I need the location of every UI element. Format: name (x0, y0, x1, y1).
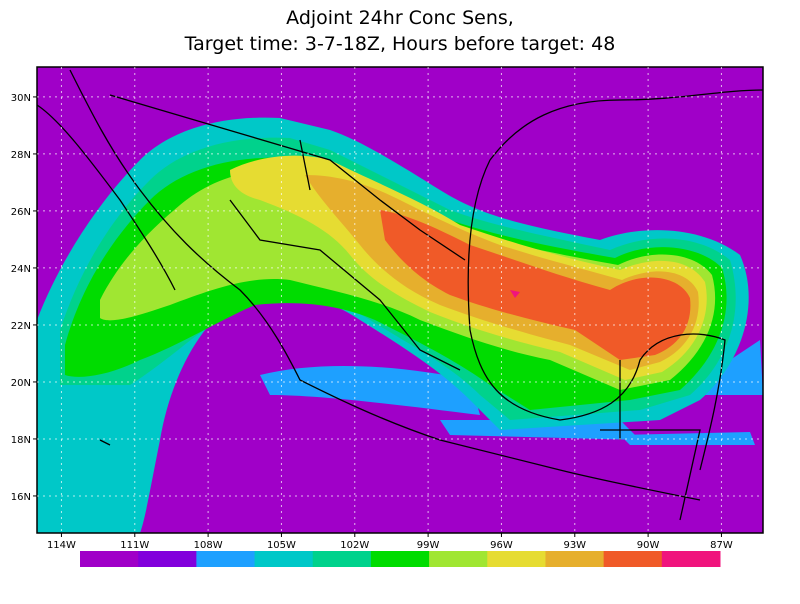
y-tick-label: 20N (11, 378, 31, 389)
colorbar-swatch (312, 551, 372, 567)
colorbar-swatch (661, 551, 721, 567)
border (109, 94, 701, 521)
colorbar-swatch (80, 551, 139, 567)
y-tick-label: 18N (11, 435, 31, 446)
map-frame (36, 66, 764, 534)
y-tick-label: 26N (11, 207, 31, 218)
x-tick-label: 96W (490, 540, 513, 551)
x-tick-label: 114W (47, 540, 76, 551)
colorbar-swatch (603, 551, 663, 567)
y-tick-label: 30N (11, 93, 31, 104)
colorbar-swatch (254, 551, 314, 567)
x-tick-label: 111W (120, 540, 149, 551)
colorbar-swatch (138, 551, 197, 567)
colorbar-swatch (196, 551, 256, 567)
x-tick-label: 99W (417, 540, 440, 551)
coastline (37, 69, 763, 501)
y-tick-label: 16N (11, 492, 31, 503)
y-tick-label: 22N (11, 321, 31, 332)
x-tick-label: 87W (710, 540, 733, 551)
title-line: Adjoint 24hr Conc Sens, (286, 7, 514, 29)
contour-red (380, 210, 691, 360)
x-tick-label: 105W (267, 540, 296, 551)
x-tick-label: 90W (637, 540, 660, 551)
colorbar-swatch (370, 551, 430, 567)
x-tick-label: 102W (340, 540, 369, 551)
contour-magenta (510, 290, 520, 298)
y-tick-label: 28N (11, 150, 31, 161)
title-line: Target time: 3-7-18Z, Hours before targe… (184, 33, 616, 55)
colorbar-swatch (487, 551, 546, 567)
colorbar-swatch (545, 551, 605, 567)
x-tick-label: 93W (563, 540, 586, 551)
field (37, 67, 763, 533)
y-tick-label: 24N (11, 264, 31, 275)
colorbar-swatch (429, 551, 488, 567)
x-tick-label: 108W (194, 540, 223, 551)
